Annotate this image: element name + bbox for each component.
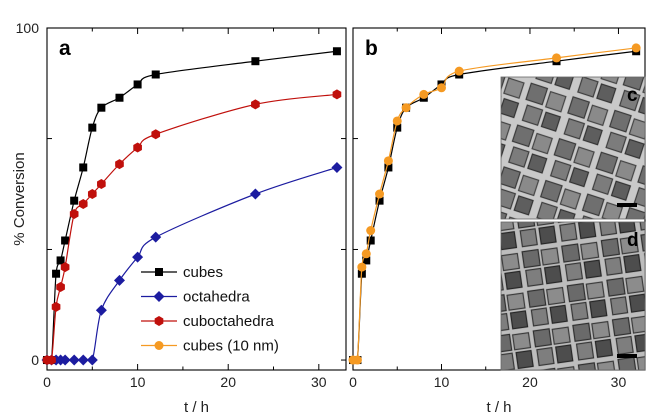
data-point — [251, 57, 260, 66]
legend-marker — [155, 268, 163, 276]
x-axis-label: t / h — [486, 399, 511, 415]
scale-bar — [617, 203, 637, 207]
data-point — [88, 123, 97, 132]
data-point — [362, 256, 371, 265]
data-point — [436, 83, 446, 93]
inset-letter: c — [627, 85, 638, 106]
data-point — [249, 188, 261, 200]
x-tick-label: 20 — [220, 374, 236, 390]
legend: cubes octahedra cuboctahedra cubes (10 nm) — [141, 264, 279, 355]
x-tick-label: 0 — [43, 374, 51, 390]
scale-bar — [617, 354, 637, 358]
data-point — [393, 123, 402, 132]
data-point — [251, 99, 260, 110]
data-point — [419, 89, 429, 99]
data-point — [454, 66, 464, 76]
data-point — [331, 161, 343, 173]
data-point — [113, 274, 125, 286]
x-axis-label: t / h — [184, 399, 209, 415]
micrograph-image — [500, 76, 646, 220]
data-point — [95, 304, 107, 316]
data-point — [352, 355, 362, 365]
data-point — [357, 262, 367, 272]
legend-label: cubes (10 nm) — [183, 338, 279, 355]
legend-label: cubes — [183, 264, 223, 281]
x-tick-label: 30 — [611, 374, 627, 390]
data-point — [47, 355, 56, 366]
data-point — [361, 249, 371, 259]
y-tick-label: 100 — [16, 20, 40, 36]
data-point — [79, 163, 88, 172]
data-point — [56, 256, 65, 265]
data-point — [552, 53, 562, 63]
data-point — [151, 70, 160, 79]
data-point — [332, 89, 342, 100]
legend-marker — [153, 291, 165, 302]
series-cubes-10-nm- — [348, 43, 641, 365]
data-point — [384, 163, 393, 172]
data-point — [61, 236, 70, 245]
data-point — [59, 354, 71, 366]
plot-frame — [46, 27, 347, 371]
x-tick-label: 30 — [311, 374, 327, 390]
data-point — [115, 159, 124, 170]
data-point — [151, 129, 161, 140]
panel-b: 0 10 20 30 t / h b c d — [348, 27, 646, 415]
inset-letter: d — [627, 230, 639, 251]
x-tick-label: 0 — [349, 374, 357, 390]
data-point — [97, 103, 106, 112]
data-point — [392, 116, 402, 126]
data-point — [77, 354, 89, 366]
data-point — [51, 301, 61, 312]
data-point — [87, 189, 97, 200]
data-point — [70, 196, 79, 205]
tem-micrograph-cubes-10nm: d — [500, 221, 646, 371]
data-point — [366, 226, 376, 236]
data-point — [133, 80, 142, 89]
x-tick-label: 10 — [130, 374, 146, 390]
legend-label: cuboctahedra — [183, 313, 275, 330]
data-point — [383, 156, 393, 166]
data-point — [115, 93, 124, 102]
x-tick-label: 20 — [522, 374, 538, 390]
data-point — [52, 269, 61, 278]
y-tick-label: 0 — [31, 352, 39, 368]
x-tick-label: 10 — [434, 374, 450, 390]
data-point — [631, 43, 641, 53]
data-point — [366, 236, 375, 245]
legend-marker — [154, 316, 164, 326]
panel-a: 0 10 20 30 0 100 t / h % Conversion a cubes octahe… — [11, 20, 347, 415]
data-point — [78, 198, 88, 209]
data-point — [133, 142, 142, 153]
series-cuboctahedra — [42, 89, 342, 366]
data-point — [401, 103, 411, 113]
data-point — [56, 281, 65, 292]
y-axis-label: % Conversion — [11, 152, 28, 245]
panel-letter: a — [59, 37, 71, 60]
data-point — [68, 354, 80, 366]
data-point — [97, 179, 106, 190]
tem-micrograph-cubes: c — [500, 76, 646, 220]
data-point — [86, 354, 98, 366]
micrograph-image — [500, 221, 646, 371]
data-point — [150, 231, 162, 243]
data-point — [375, 189, 385, 199]
panel-letter: b — [365, 37, 378, 60]
data-point — [60, 262, 70, 273]
legend-marker — [154, 341, 164, 350]
data-point — [132, 251, 144, 263]
data-point — [69, 208, 79, 219]
data-point — [375, 196, 384, 205]
legend-label: octahedra — [183, 289, 250, 306]
data-point — [332, 47, 341, 56]
